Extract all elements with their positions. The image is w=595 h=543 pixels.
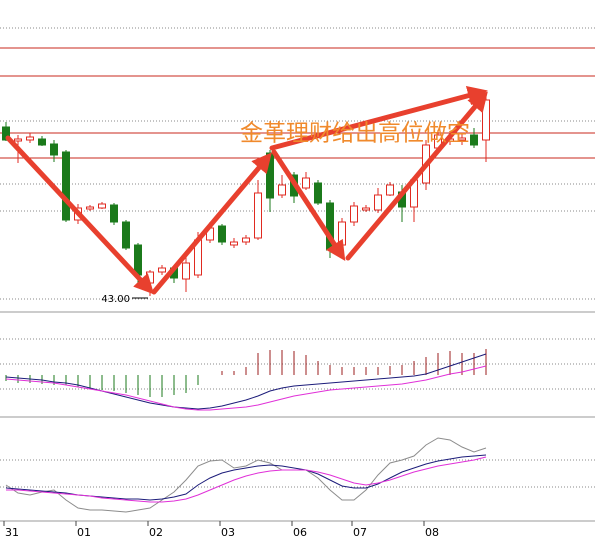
candle-body — [110, 204, 118, 223]
series-line — [5, 437, 487, 513]
candle-body — [230, 241, 238, 246]
x-tick-label: 01 — [77, 526, 91, 539]
candle-body — [26, 136, 34, 141]
candle-body — [218, 225, 226, 243]
candle-body — [314, 182, 322, 204]
candle-body — [374, 194, 382, 211]
candle-body — [302, 177, 310, 189]
candle-body — [242, 237, 250, 243]
candle-body — [38, 138, 46, 146]
x-tick-label: 02 — [149, 526, 163, 539]
candle-body — [14, 138, 22, 142]
candle-body — [254, 192, 262, 239]
plot-layer: 43.00 31 01 02 03 06 07 08 — [0, 27, 595, 539]
candle-body — [458, 137, 466, 141]
candle-body — [134, 244, 142, 276]
candle-body — [2, 126, 10, 141]
series-line — [5, 365, 487, 411]
candle-body — [338, 221, 346, 246]
candle-body — [86, 206, 94, 210]
x-tick-label: 03 — [221, 526, 235, 539]
candle-body — [278, 184, 286, 196]
candle-body — [98, 203, 106, 209]
x-tick-label: 06 — [293, 526, 307, 539]
candle-body — [146, 271, 154, 284]
candle-body — [350, 205, 358, 223]
candle-body — [50, 143, 58, 156]
candle-body — [482, 99, 490, 141]
trend-arrows — [5, 85, 488, 295]
x-tick-label: 31 — [5, 526, 19, 539]
series-line — [5, 353, 487, 410]
annotation: 金革理财给出高位做空 — [240, 121, 470, 147]
candle-body — [158, 267, 166, 273]
low-label: 43.00 — [101, 294, 130, 305]
candle-body — [122, 221, 130, 249]
series-line — [5, 454, 487, 501]
candle-body — [386, 184, 394, 196]
trend-arrow — [5, 135, 155, 295]
series-line — [6, 456, 487, 503]
trend-arrow — [151, 152, 272, 295]
trend-arrow — [271, 149, 346, 262]
x-tick-label: 08 — [425, 526, 439, 539]
x-tick-label: 07 — [353, 526, 367, 539]
candle-body — [362, 207, 370, 211]
candle-body — [182, 262, 190, 280]
candle-body — [470, 134, 478, 146]
trend-arrow — [269, 85, 488, 151]
trend-arrow — [345, 91, 488, 261]
candle-body — [62, 151, 70, 221]
